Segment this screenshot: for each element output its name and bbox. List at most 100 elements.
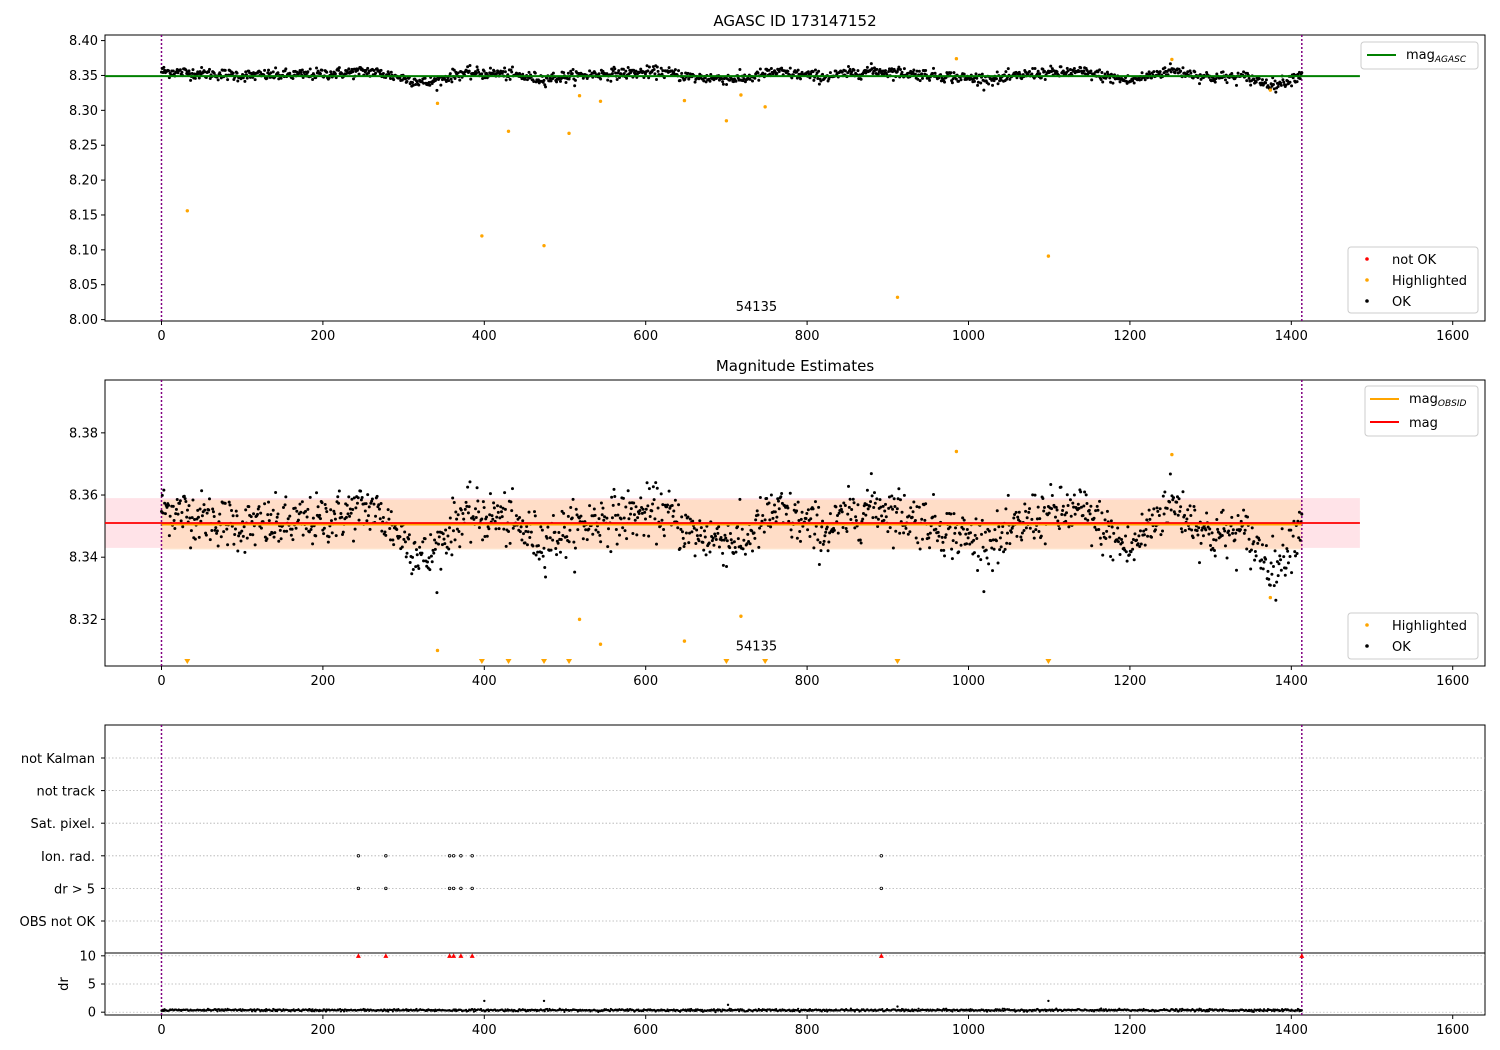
- ok-point: [245, 536, 249, 540]
- ok-point: [730, 541, 734, 545]
- ok-point: [850, 70, 854, 74]
- ok-point: [1245, 79, 1249, 83]
- ok-point: [294, 526, 298, 530]
- ok-point: [1260, 81, 1264, 85]
- ok-point: [1008, 77, 1012, 81]
- ok-point: [1142, 533, 1146, 537]
- ok-point: [523, 77, 527, 81]
- ok-point: [1006, 493, 1010, 497]
- flag-marker: [459, 854, 463, 858]
- ok-point: [296, 518, 300, 522]
- ok-point: [1297, 70, 1301, 74]
- ok-point: [968, 77, 972, 81]
- ok-point: [865, 503, 869, 507]
- ok-point: [304, 509, 308, 513]
- ok-point: [1284, 83, 1288, 87]
- ok-point: [869, 472, 873, 476]
- ok-point: [1250, 526, 1254, 530]
- flag-row-label: OBS not OK: [20, 915, 96, 930]
- ok-point: [320, 501, 324, 505]
- ok-point: [210, 528, 214, 532]
- ok-point: [252, 71, 256, 75]
- ok-point: [869, 62, 873, 66]
- ok-point: [548, 536, 552, 540]
- dr-point: [1100, 1007, 1103, 1010]
- ok-point: [311, 542, 315, 546]
- ok-point: [650, 509, 654, 513]
- legend-marker-ok: [1365, 299, 1369, 303]
- ok-point: [646, 504, 650, 508]
- ok-point: [1279, 558, 1283, 562]
- ok-point: [954, 541, 958, 545]
- highlighted-point: [435, 648, 440, 653]
- ok-point: [732, 540, 736, 544]
- ok-point: [605, 72, 609, 76]
- ok-point: [481, 500, 485, 504]
- ok-point: [277, 539, 281, 543]
- ok-point: [1098, 536, 1102, 540]
- ok-point: [1109, 554, 1113, 558]
- ok-point: [476, 499, 480, 503]
- ok-point: [1231, 531, 1235, 535]
- flag-row-label: Sat. pixel.: [31, 817, 95, 832]
- dr-spike-point: [1047, 999, 1050, 1003]
- ok-point: [1072, 493, 1076, 497]
- ok-point: [1094, 509, 1098, 513]
- ok-point: [847, 484, 851, 488]
- ok-point: [980, 518, 984, 522]
- ok-point: [721, 551, 725, 555]
- ok-point: [876, 525, 880, 529]
- ok-point: [190, 516, 194, 520]
- ok-point: [546, 525, 550, 529]
- ok-point: [1198, 561, 1202, 565]
- ok-point: [1027, 510, 1031, 514]
- ok-point: [1218, 532, 1222, 536]
- ok-point: [819, 549, 823, 553]
- ok-point: [199, 519, 203, 523]
- ok-point: [564, 556, 568, 560]
- ok-point: [651, 485, 655, 489]
- ok-point: [561, 534, 565, 538]
- ok-point: [638, 508, 642, 512]
- ok-point: [329, 508, 333, 512]
- ok-point: [233, 527, 237, 531]
- ok-point: [357, 518, 361, 522]
- ok-point: [525, 78, 529, 82]
- ok-point: [984, 548, 988, 552]
- ok-point: [544, 85, 548, 89]
- ok-point: [1068, 68, 1072, 72]
- ok-point: [613, 495, 617, 499]
- ok-point: [178, 499, 182, 503]
- ok-point: [769, 493, 773, 497]
- ok-point: [1055, 70, 1059, 74]
- ok-point: [692, 526, 696, 530]
- ok-point: [325, 510, 329, 514]
- y-tick-label: 8.15: [69, 208, 98, 223]
- ok-point: [519, 525, 523, 529]
- ok-point: [450, 553, 454, 557]
- ok-point: [937, 534, 941, 538]
- ok-point: [1095, 504, 1099, 508]
- ok-point: [1300, 71, 1304, 75]
- ok-point: [841, 526, 845, 530]
- ok-point: [1266, 569, 1270, 573]
- ok-point: [585, 538, 589, 542]
- ok-point: [310, 524, 314, 528]
- ok-point: [274, 66, 278, 70]
- ok-point: [200, 514, 204, 518]
- ok-point: [344, 515, 348, 519]
- ok-point: [917, 69, 921, 73]
- ok-point: [392, 543, 396, 547]
- ok-point: [712, 78, 716, 82]
- ok-point: [932, 492, 936, 496]
- ok-point: [972, 551, 976, 555]
- ok-point: [753, 76, 757, 80]
- ok-point: [848, 497, 852, 501]
- ok-point: [615, 77, 619, 81]
- ok-point: [233, 532, 237, 536]
- ok-point: [723, 533, 727, 537]
- ok-point: [355, 501, 359, 505]
- ok-point: [864, 71, 868, 75]
- panel1-plot-area: [105, 35, 1360, 321]
